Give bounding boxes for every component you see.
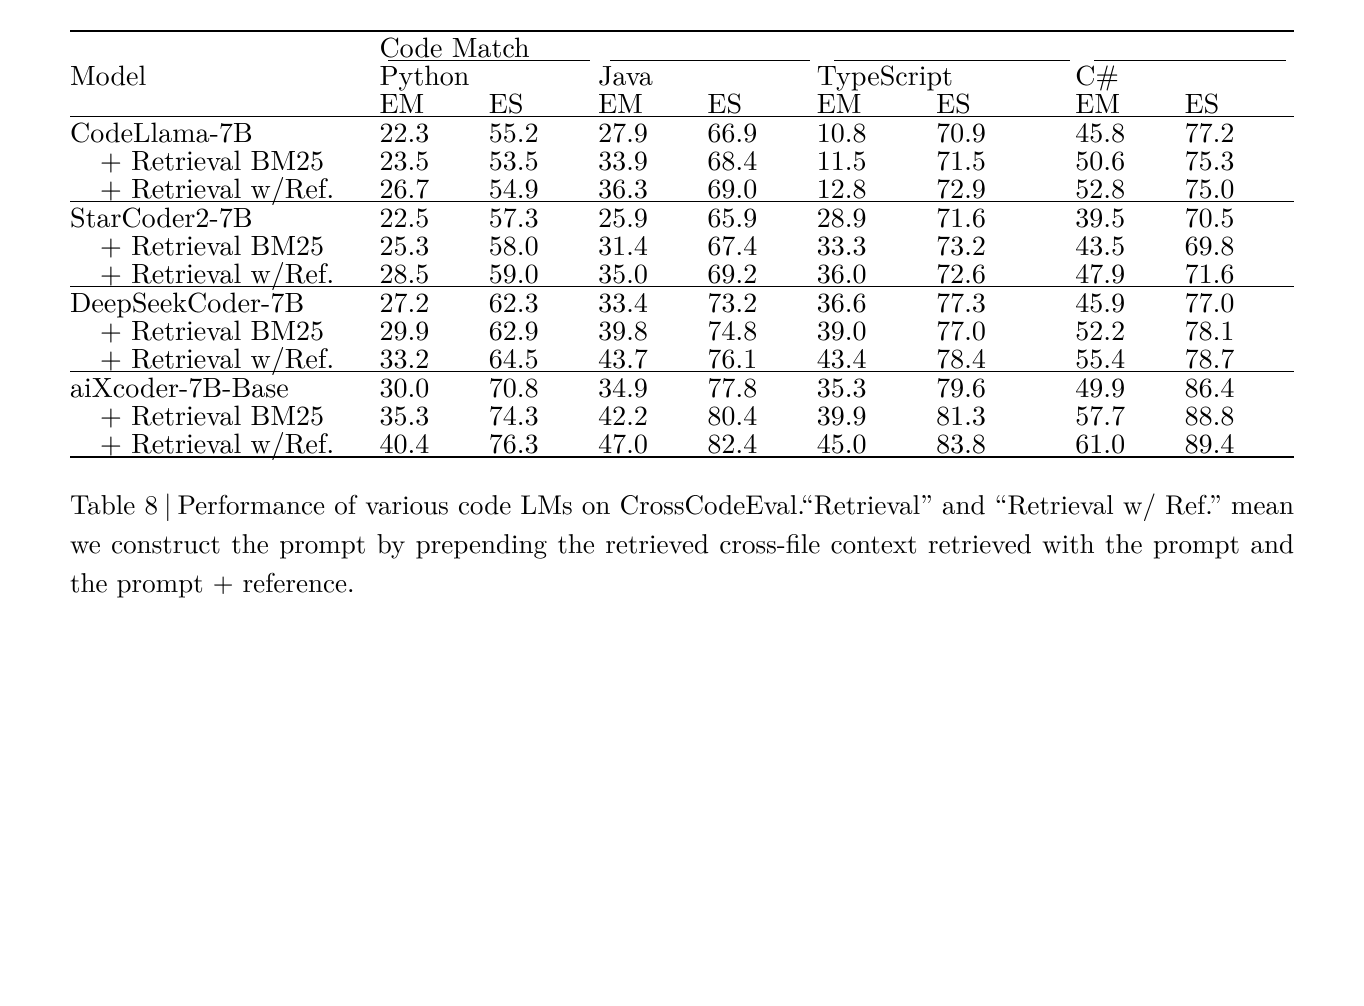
value-cell: 47.0 bbox=[598, 428, 707, 457]
value-cell: 61.0 bbox=[1075, 428, 1184, 457]
table-row: + Retrieval w/Ref.40.476.347.082.445.083… bbox=[70, 428, 1294, 457]
value-cell: 45.0 bbox=[817, 428, 936, 457]
model-name-cell: + Retrieval w/Ref. bbox=[70, 428, 379, 457]
table-head: Model Code Match Python Java TypeScript … bbox=[70, 31, 1294, 117]
table-caption: Table 8|Performance of various code LMs … bbox=[70, 484, 1294, 601]
caption-text: Performance of various code LMs on Cross… bbox=[70, 484, 1294, 600]
cmidrule bbox=[1094, 60, 1286, 61]
caption-label: Table 8 bbox=[70, 484, 158, 522]
value-cell: 40.4 bbox=[379, 428, 488, 457]
cmidrule bbox=[388, 60, 590, 61]
value-cell: 89.4 bbox=[1185, 428, 1294, 457]
cmidrule bbox=[834, 60, 1070, 61]
results-table: Model Code Match Python Java TypeScript … bbox=[70, 30, 1294, 458]
cmidrule bbox=[610, 60, 810, 61]
table-body: CodeLlama-7B22.355.227.966.910.870.945.8… bbox=[70, 117, 1294, 458]
header-model: Model bbox=[70, 31, 379, 117]
table-figure: Model Code Match Python Java TypeScript … bbox=[70, 30, 1294, 628]
value-cell: 83.8 bbox=[936, 428, 1075, 457]
value-cell: 76.3 bbox=[489, 428, 598, 457]
value-cell: 82.4 bbox=[707, 428, 816, 457]
caption-sep: | bbox=[158, 484, 178, 522]
